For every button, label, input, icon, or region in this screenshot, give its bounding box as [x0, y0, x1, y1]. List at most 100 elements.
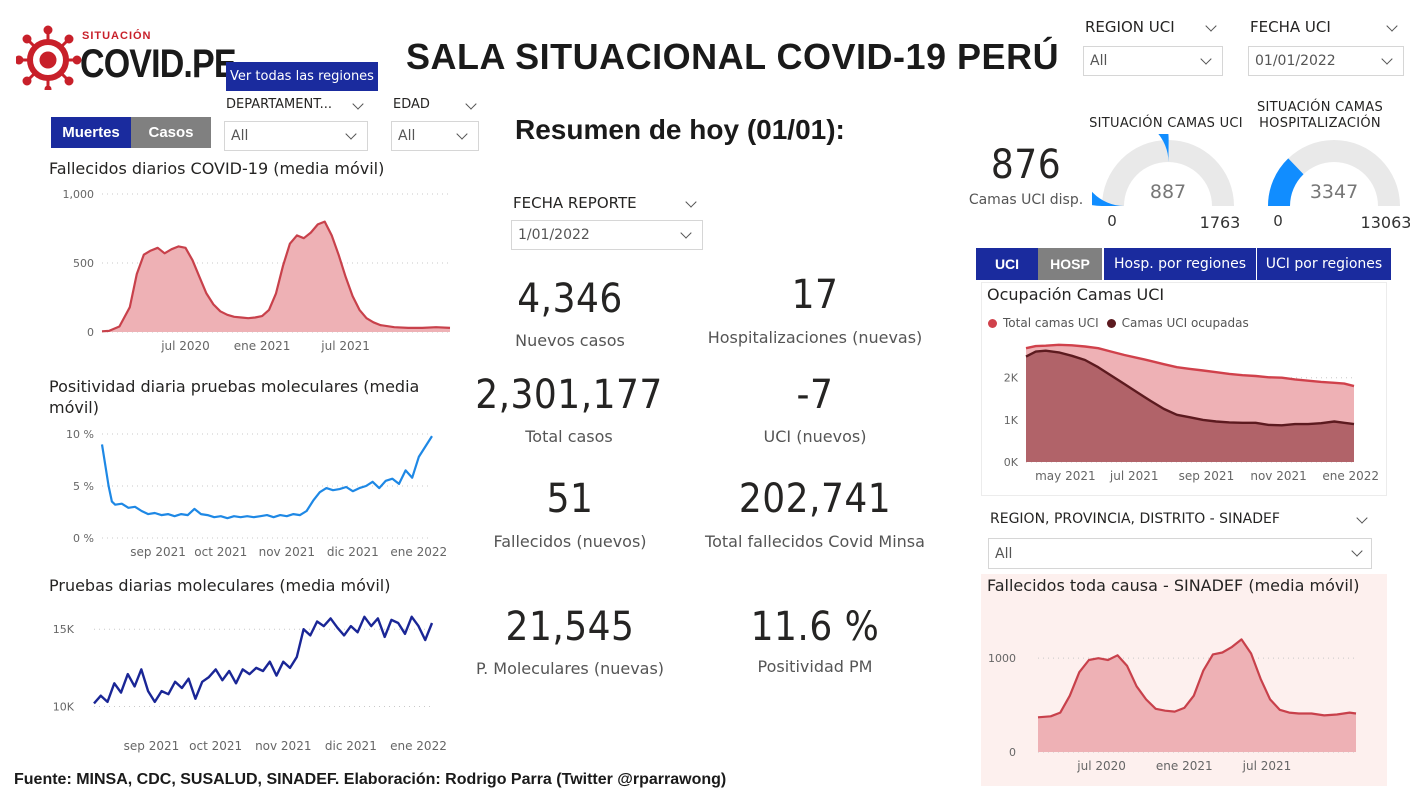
gauge-value: 3347 — [1310, 181, 1358, 203]
x-tick-label: oct 2021 — [189, 739, 242, 753]
x-tick-label: ene 2022 — [390, 545, 447, 559]
deaths-chart: 1,000 500 0 jul 2020 ene 2021 jul 2021 — [63, 188, 451, 353]
x-tick-label: jul 2020 — [1076, 759, 1126, 773]
chevron-down-icon[interactable] — [1205, 20, 1217, 32]
gauge-value: 887 — [1150, 181, 1186, 203]
sinadef-value: All — [995, 545, 1013, 562]
toggle-muertes[interactable]: Muertes — [51, 117, 131, 148]
sinadef-slicer: REGION, PROVINCIA, DISTRITO - SINADEF Al… — [988, 511, 1372, 569]
chevron-down-icon[interactable] — [352, 98, 364, 110]
logo: SITUACIÓN COVID.PE — [16, 20, 237, 90]
gauge-max: 1763 — [1200, 213, 1241, 232]
tab-hosp-regiones[interactable]: Hosp. por regiones — [1104, 248, 1256, 280]
legend-dot-occupied — [1106, 318, 1116, 328]
all-regions-button[interactable]: Ver todas las regiones — [226, 62, 378, 91]
gauge-max: 13063 — [1361, 213, 1410, 232]
y-tick-label: 10K — [53, 701, 75, 714]
x-tick-label: dic 2021 — [325, 739, 377, 753]
tab-uci[interactable]: UCI — [976, 248, 1038, 280]
series-line — [1025, 343, 1355, 388]
kpi-hospitalizaciones-label: Hospitalizaciones (nuevas) — [707, 328, 923, 347]
region-uci-label: REGION UCI — [1085, 18, 1175, 36]
kpi-total-casos-value: 2,301,177 — [475, 372, 663, 418]
tab-hosp[interactable]: HOSP — [1038, 248, 1102, 280]
kpi-positividad-value: 11.6 % — [750, 604, 880, 650]
hosp-gauge-title-line2: HOSPITALIZACIÓN — [1259, 116, 1381, 131]
x-tick-label: nov 2021 — [255, 739, 311, 753]
edad-dropdown[interactable]: All — [391, 121, 479, 151]
uci-chart-title: Ocupación Camas UCI — [987, 285, 1165, 304]
uci-available-label: Camas UCI disp. — [968, 192, 1084, 208]
series-line — [100, 435, 433, 520]
series-line — [101, 220, 451, 333]
kpi-positividad-label: Positividad PM — [757, 657, 873, 676]
chevron-down-icon[interactable] — [1386, 20, 1398, 32]
x-tick-label: jul 2021 — [320, 339, 370, 353]
region-uci-dropdown[interactable]: All — [1083, 46, 1223, 76]
kpi-uci-nuevos-value: -7 — [796, 372, 834, 418]
series-line — [93, 615, 434, 705]
legend-total-label: Total camas UCI — [1003, 316, 1099, 330]
logo-top-text: SITUACIÓN — [82, 30, 152, 42]
fecha-uci-slicer: FECHA UCI 01/01/2022 — [1248, 18, 1404, 76]
footer-source: Fuente: MINSA, CDC, SUSALUD, SINADEF. El… — [14, 771, 727, 788]
uci-chart-legend: Total camas UCI Camas UCI ocupadas — [988, 316, 1249, 330]
gauge-fill — [1268, 158, 1304, 206]
fecha-uci-value: 01/01/2022 — [1255, 53, 1336, 69]
kpi-moleculares-value: 21,545 — [505, 604, 635, 650]
chevron-down-icon[interactable] — [1356, 512, 1368, 524]
chevron-down-icon — [1381, 53, 1393, 65]
positivity-chart-title: Positividad diaria pruebas moleculares (… — [49, 377, 420, 417]
departamento-dropdown[interactable]: All — [224, 121, 368, 151]
kpi-nuevos-casos-label: Nuevos casos — [515, 331, 625, 350]
uci-available-value: 876 — [990, 142, 1062, 188]
uci-gauge-title: SITUACIÓN CAMAS UCI — [1089, 116, 1243, 131]
series-area — [1038, 639, 1356, 752]
y-tick-label: 500 — [73, 257, 94, 270]
x-tick-label: nov 2021 — [1250, 469, 1306, 483]
toggle-casos[interactable]: Casos — [131, 117, 211, 148]
uci-occupancy-chart: 2K 1K 0K may 2021 jul 2021 sep 2021 nov 2021 en… — [1004, 343, 1379, 483]
series-line — [1037, 638, 1357, 719]
kpi-uci-nuevos-label: UCI (nuevos) — [763, 427, 867, 446]
fecha-reporte-slicer: FECHA REPORTE 1/01/2022 — [511, 194, 703, 252]
sinadef-chart: 1000 0 jul 2020 ene 2021 jul 2021 — [988, 638, 1357, 773]
series-line — [1025, 349, 1355, 427]
x-tick-label: jul 2020 — [160, 339, 210, 353]
chevron-down-icon[interactable] — [465, 98, 477, 110]
kpi-fallecidos-label: Fallecidos (nuevos) — [493, 532, 647, 551]
x-tick-label: jul 2021 — [1109, 469, 1159, 483]
x-tick-label: ene 2022 — [1322, 469, 1379, 483]
kpi-total-fallecidos-label: Total fallecidos Covid Minsa — [705, 532, 925, 551]
fecha-reporte-dropdown[interactable]: 1/01/2022 — [511, 220, 703, 250]
x-tick-label: sep 2021 — [1179, 469, 1235, 483]
kpi-total-fallecidos-value: 202,741 — [738, 476, 892, 522]
edad-value: All — [398, 128, 416, 144]
y-tick-label: 1000 — [988, 652, 1016, 665]
y-tick-label: 5 % — [73, 480, 94, 493]
x-tick-label: ene 2021 — [1156, 759, 1213, 773]
y-tick-label: 0 % — [73, 532, 94, 545]
chevron-down-icon[interactable] — [685, 196, 697, 208]
kpi-fallecidos-value: 51 — [546, 476, 594, 522]
x-tick-label: oct 2021 — [194, 545, 247, 559]
y-tick-label: 10 % — [66, 428, 94, 441]
y-tick-label: 0 — [1009, 746, 1016, 759]
hosp-gauge-title-line1: SITUACIÓN CAMAS — [1256, 100, 1384, 115]
sinadef-dropdown[interactable]: All — [988, 538, 1372, 569]
page-title: SALA SITUACIONAL COVID-19 PERÚ — [406, 36, 1060, 77]
tab-uci-regiones[interactable]: UCI por regiones — [1257, 248, 1391, 280]
x-tick-label: sep 2021 — [130, 545, 186, 559]
gauge-fill — [1092, 134, 1169, 206]
tests-chart-title: Pruebas diarias moleculares (media móvil… — [49, 576, 391, 595]
x-tick-label: ene 2022 — [390, 739, 447, 753]
virus-icon — [16, 25, 82, 90]
summary-heading: Resumen de hoy (01/01): — [515, 114, 845, 145]
edad-label: EDAD — [393, 97, 430, 112]
chevron-down-icon — [1200, 53, 1212, 65]
departamento-label: DEPARTAMENT... — [226, 97, 332, 112]
x-tick-label: sep 2021 — [124, 739, 180, 753]
y-tick-label: 0 — [87, 326, 94, 339]
fecha-uci-dropdown[interactable]: 01/01/2022 — [1248, 46, 1404, 76]
chevron-down-icon — [345, 128, 357, 140]
